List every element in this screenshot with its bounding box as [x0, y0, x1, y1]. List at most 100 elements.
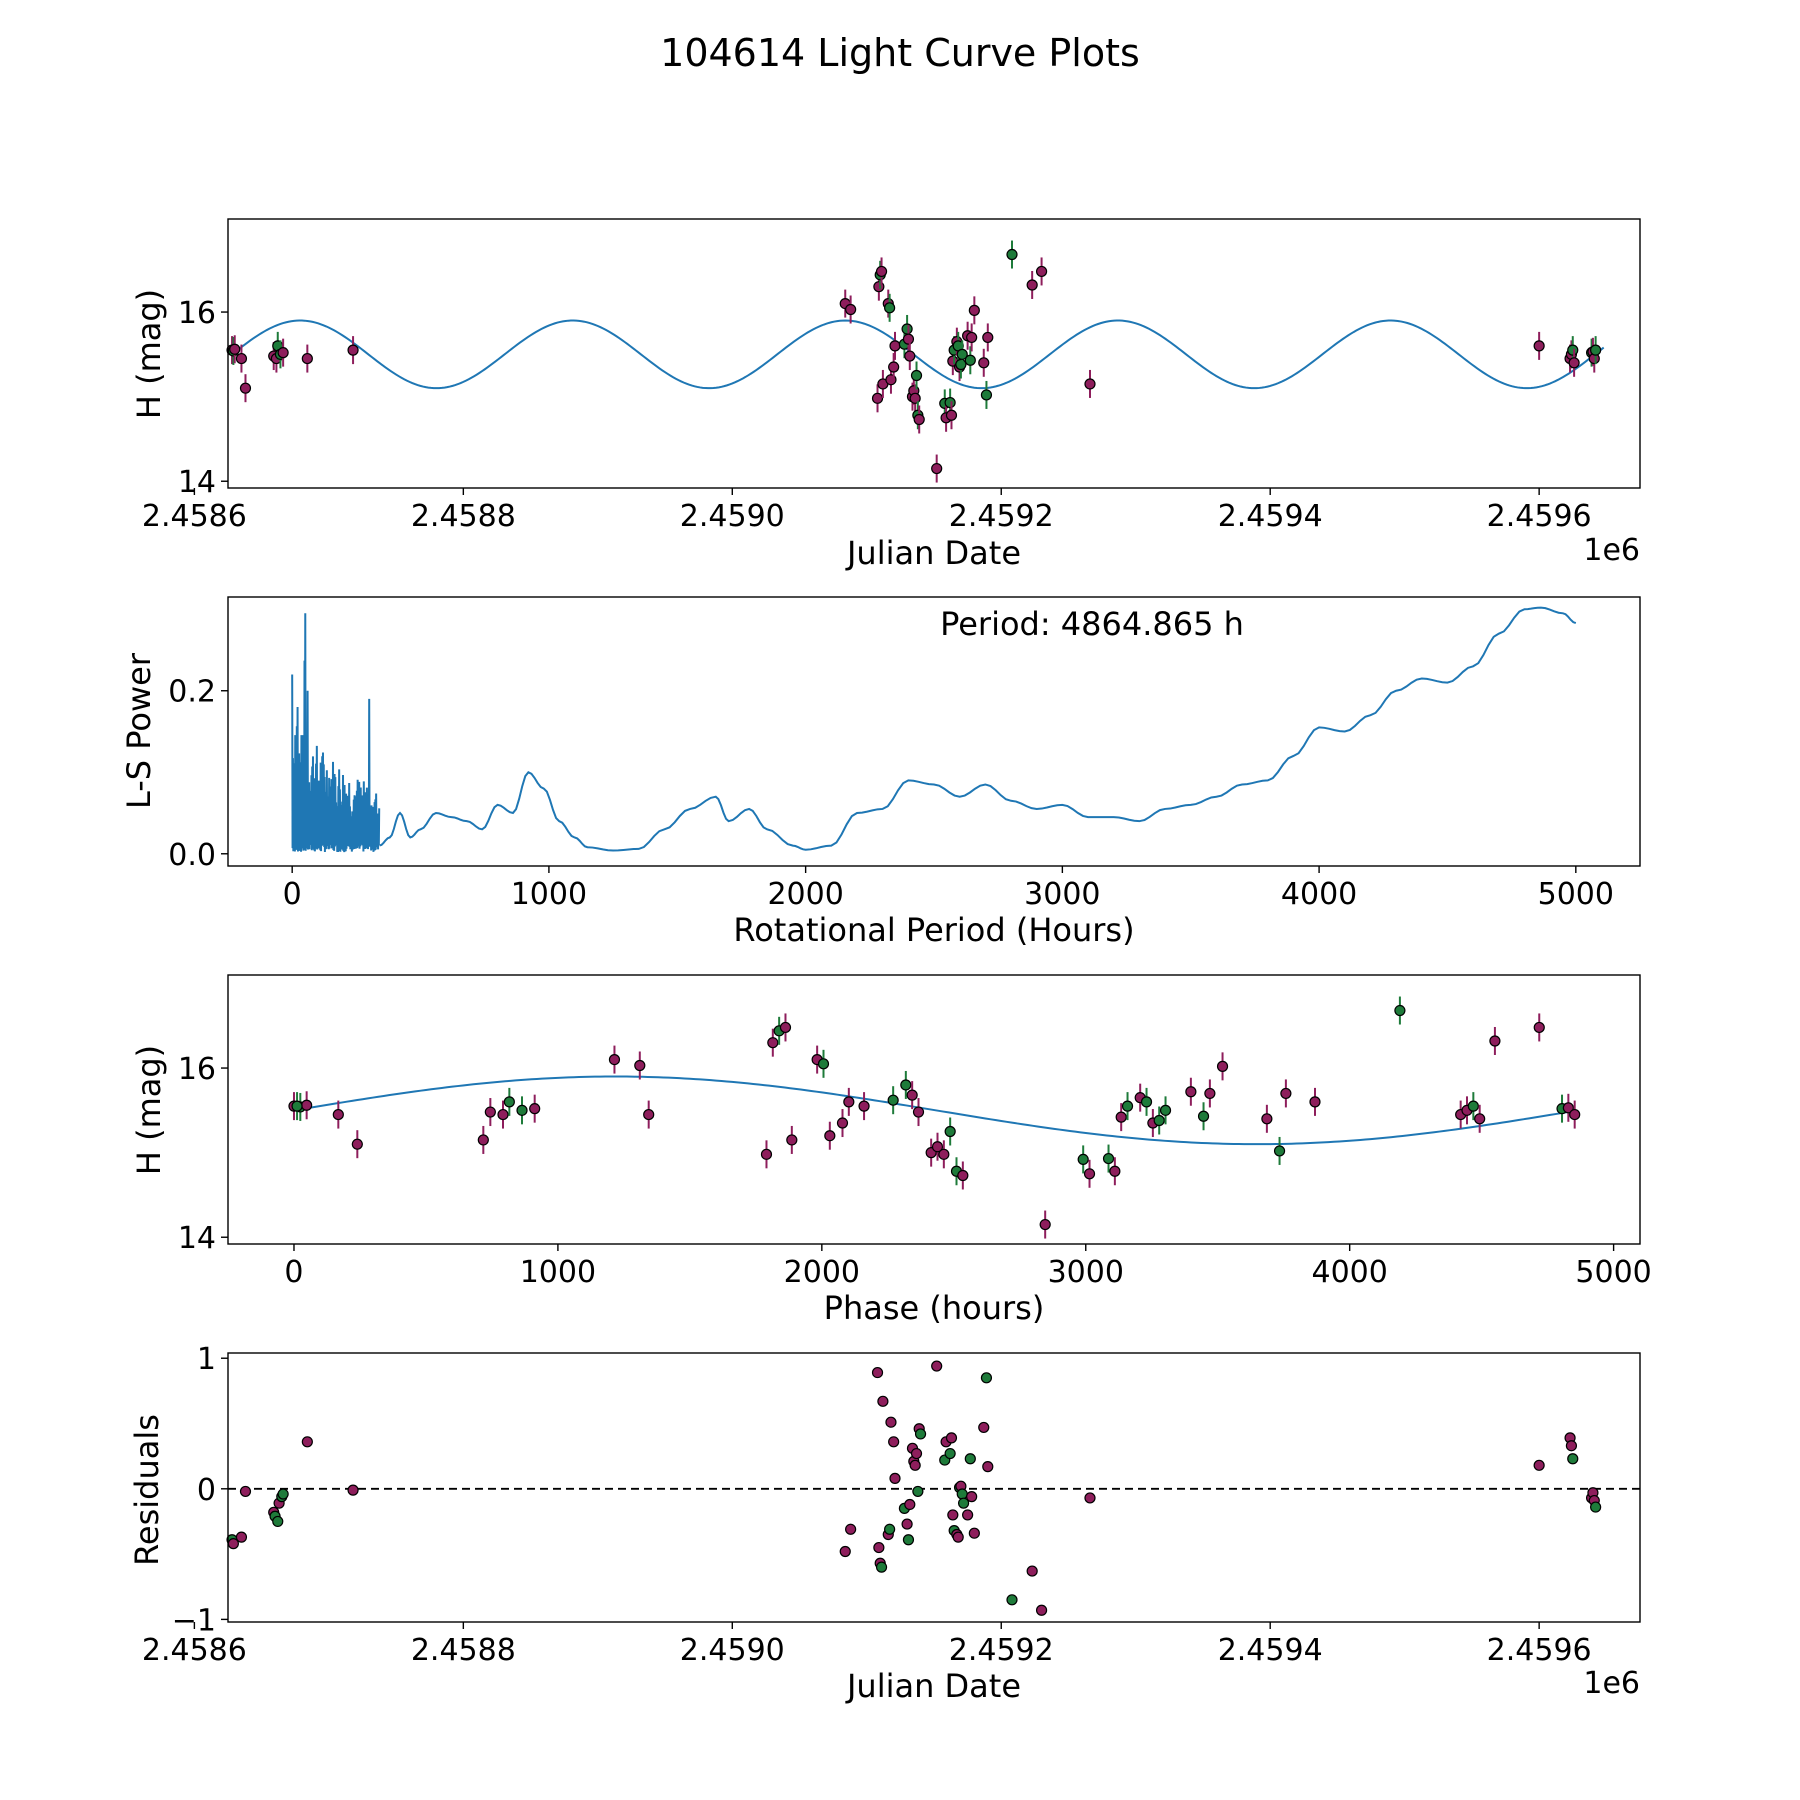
data-point — [956, 348, 968, 360]
data-point — [966, 331, 978, 344]
data-point — [944, 1125, 956, 1138]
data-point — [1083, 1168, 1096, 1180]
x-tick-label: 2.4596 — [1487, 499, 1592, 534]
data-point — [1006, 248, 1018, 261]
data-point — [931, 1141, 944, 1153]
period-annotation: Period: 4864.865 h — [940, 605, 1244, 643]
y-tick-label: 14 — [178, 465, 216, 500]
data-point — [1077, 1153, 1089, 1166]
data-point — [767, 1037, 779, 1049]
x-tick-label: 1000 — [511, 877, 587, 912]
data-point — [871, 1366, 884, 1379]
x-tick-label: 5000 — [1538, 877, 1614, 912]
data-point — [516, 1104, 528, 1116]
data-point — [913, 413, 925, 426]
data-point — [909, 1459, 921, 1471]
y-tick-label: 0 — [197, 1473, 216, 1508]
data-point — [904, 350, 916, 362]
data-point — [301, 1099, 313, 1111]
periodogram-marks — [291, 606, 1577, 853]
x-tick-label: 2.4586 — [142, 1633, 247, 1668]
data-point — [608, 1053, 621, 1066]
data-point — [760, 1148, 773, 1160]
data-point — [239, 382, 252, 394]
data-point — [945, 1432, 958, 1444]
light-curve-frame — [227, 218, 1641, 489]
data-point — [1140, 1096, 1153, 1108]
data-point — [900, 1079, 912, 1091]
data-point — [938, 1148, 950, 1160]
data-point — [1153, 1114, 1165, 1127]
data-point — [845, 1523, 857, 1535]
y-tick-label: 0.0 — [168, 838, 216, 873]
folded-curve-xlabel: Phase (hours) — [824, 1289, 1045, 1327]
data-point — [843, 1096, 855, 1108]
x-tick-label: 4000 — [1281, 877, 1357, 912]
x-tick-label: 1000 — [520, 1255, 596, 1290]
data-point — [931, 1360, 943, 1372]
data-point — [839, 1545, 851, 1558]
data-point — [964, 354, 976, 366]
data-point — [291, 1100, 303, 1112]
x-tick-label: 2.4590 — [680, 499, 785, 534]
data-point — [277, 1488, 289, 1500]
x-tick-label: 0 — [284, 1255, 303, 1290]
data-point — [786, 1134, 798, 1146]
data-point — [529, 1103, 541, 1115]
x-tick-label: 0 — [283, 877, 302, 912]
data-point — [1115, 1111, 1127, 1123]
residuals-xlabel: Julian Date — [845, 1667, 1021, 1705]
x-tick-label: 2.4594 — [1218, 499, 1323, 534]
data-point — [889, 340, 901, 352]
data-point — [1309, 1096, 1321, 1108]
folded-curve-ylabel: H (mag) — [130, 1045, 168, 1175]
periodogram-line — [379, 606, 1577, 852]
data-point — [902, 1534, 915, 1546]
data-point — [1084, 378, 1096, 390]
data-point — [1280, 1087, 1292, 1100]
data-point — [910, 369, 923, 382]
light-curve-panel: 2.4586 2.4588 2.4590 2.4592 2.4594 2.4596 14 16… — [130, 218, 1641, 572]
data-point — [964, 1453, 976, 1465]
data-point — [944, 1447, 956, 1460]
data-point — [1035, 265, 1048, 278]
data-point — [484, 1106, 496, 1118]
model-fit-line — [231, 319, 1605, 390]
folded-model-line — [293, 1075, 1577, 1146]
data-point — [931, 462, 943, 475]
data-point — [272, 1515, 284, 1528]
periodogram-xlabel: Rotational Period (Hours) — [733, 911, 1134, 949]
data-point — [1489, 1035, 1501, 1047]
data-point — [982, 331, 994, 344]
data-point — [889, 1472, 901, 1484]
data-point — [1035, 1604, 1048, 1616]
data-point — [235, 1531, 248, 1543]
data-point — [503, 1096, 515, 1108]
data-point — [909, 392, 921, 404]
data-point — [904, 1498, 916, 1511]
data-point — [982, 1461, 994, 1473]
x-tick-label: 2.4588 — [411, 499, 516, 534]
periodogram-ylabel: L-S Power — [120, 652, 158, 809]
data-point — [877, 1395, 889, 1407]
data-point — [980, 1372, 993, 1384]
y-tick-label: 1 — [197, 1342, 216, 1377]
data-point — [1185, 1086, 1197, 1098]
y-tick-label: 16 — [178, 296, 216, 331]
x-tick-label: 3000 — [1024, 877, 1100, 912]
x-tick-label: 2.4592 — [949, 1633, 1054, 1668]
x-tick-label: 2.4592 — [949, 499, 1054, 534]
y-tick-label: 0.2 — [168, 675, 216, 710]
data-point — [1109, 1165, 1121, 1177]
x-tick-label: 2000 — [767, 877, 843, 912]
x-tick-label: 2.4596 — [1487, 1633, 1592, 1668]
data-point — [1533, 1459, 1545, 1471]
light-curve-ticks: 2.4586 2.4588 2.4590 2.4592 2.4594 2.4596 14 16 — [142, 296, 1592, 534]
light-curve-xlabel: Julian Date — [845, 534, 1021, 572]
data-point — [1121, 1100, 1134, 1112]
data-point — [885, 1416, 897, 1428]
x-tick-label: 2.4586 — [142, 499, 247, 534]
data-point — [978, 1421, 990, 1434]
